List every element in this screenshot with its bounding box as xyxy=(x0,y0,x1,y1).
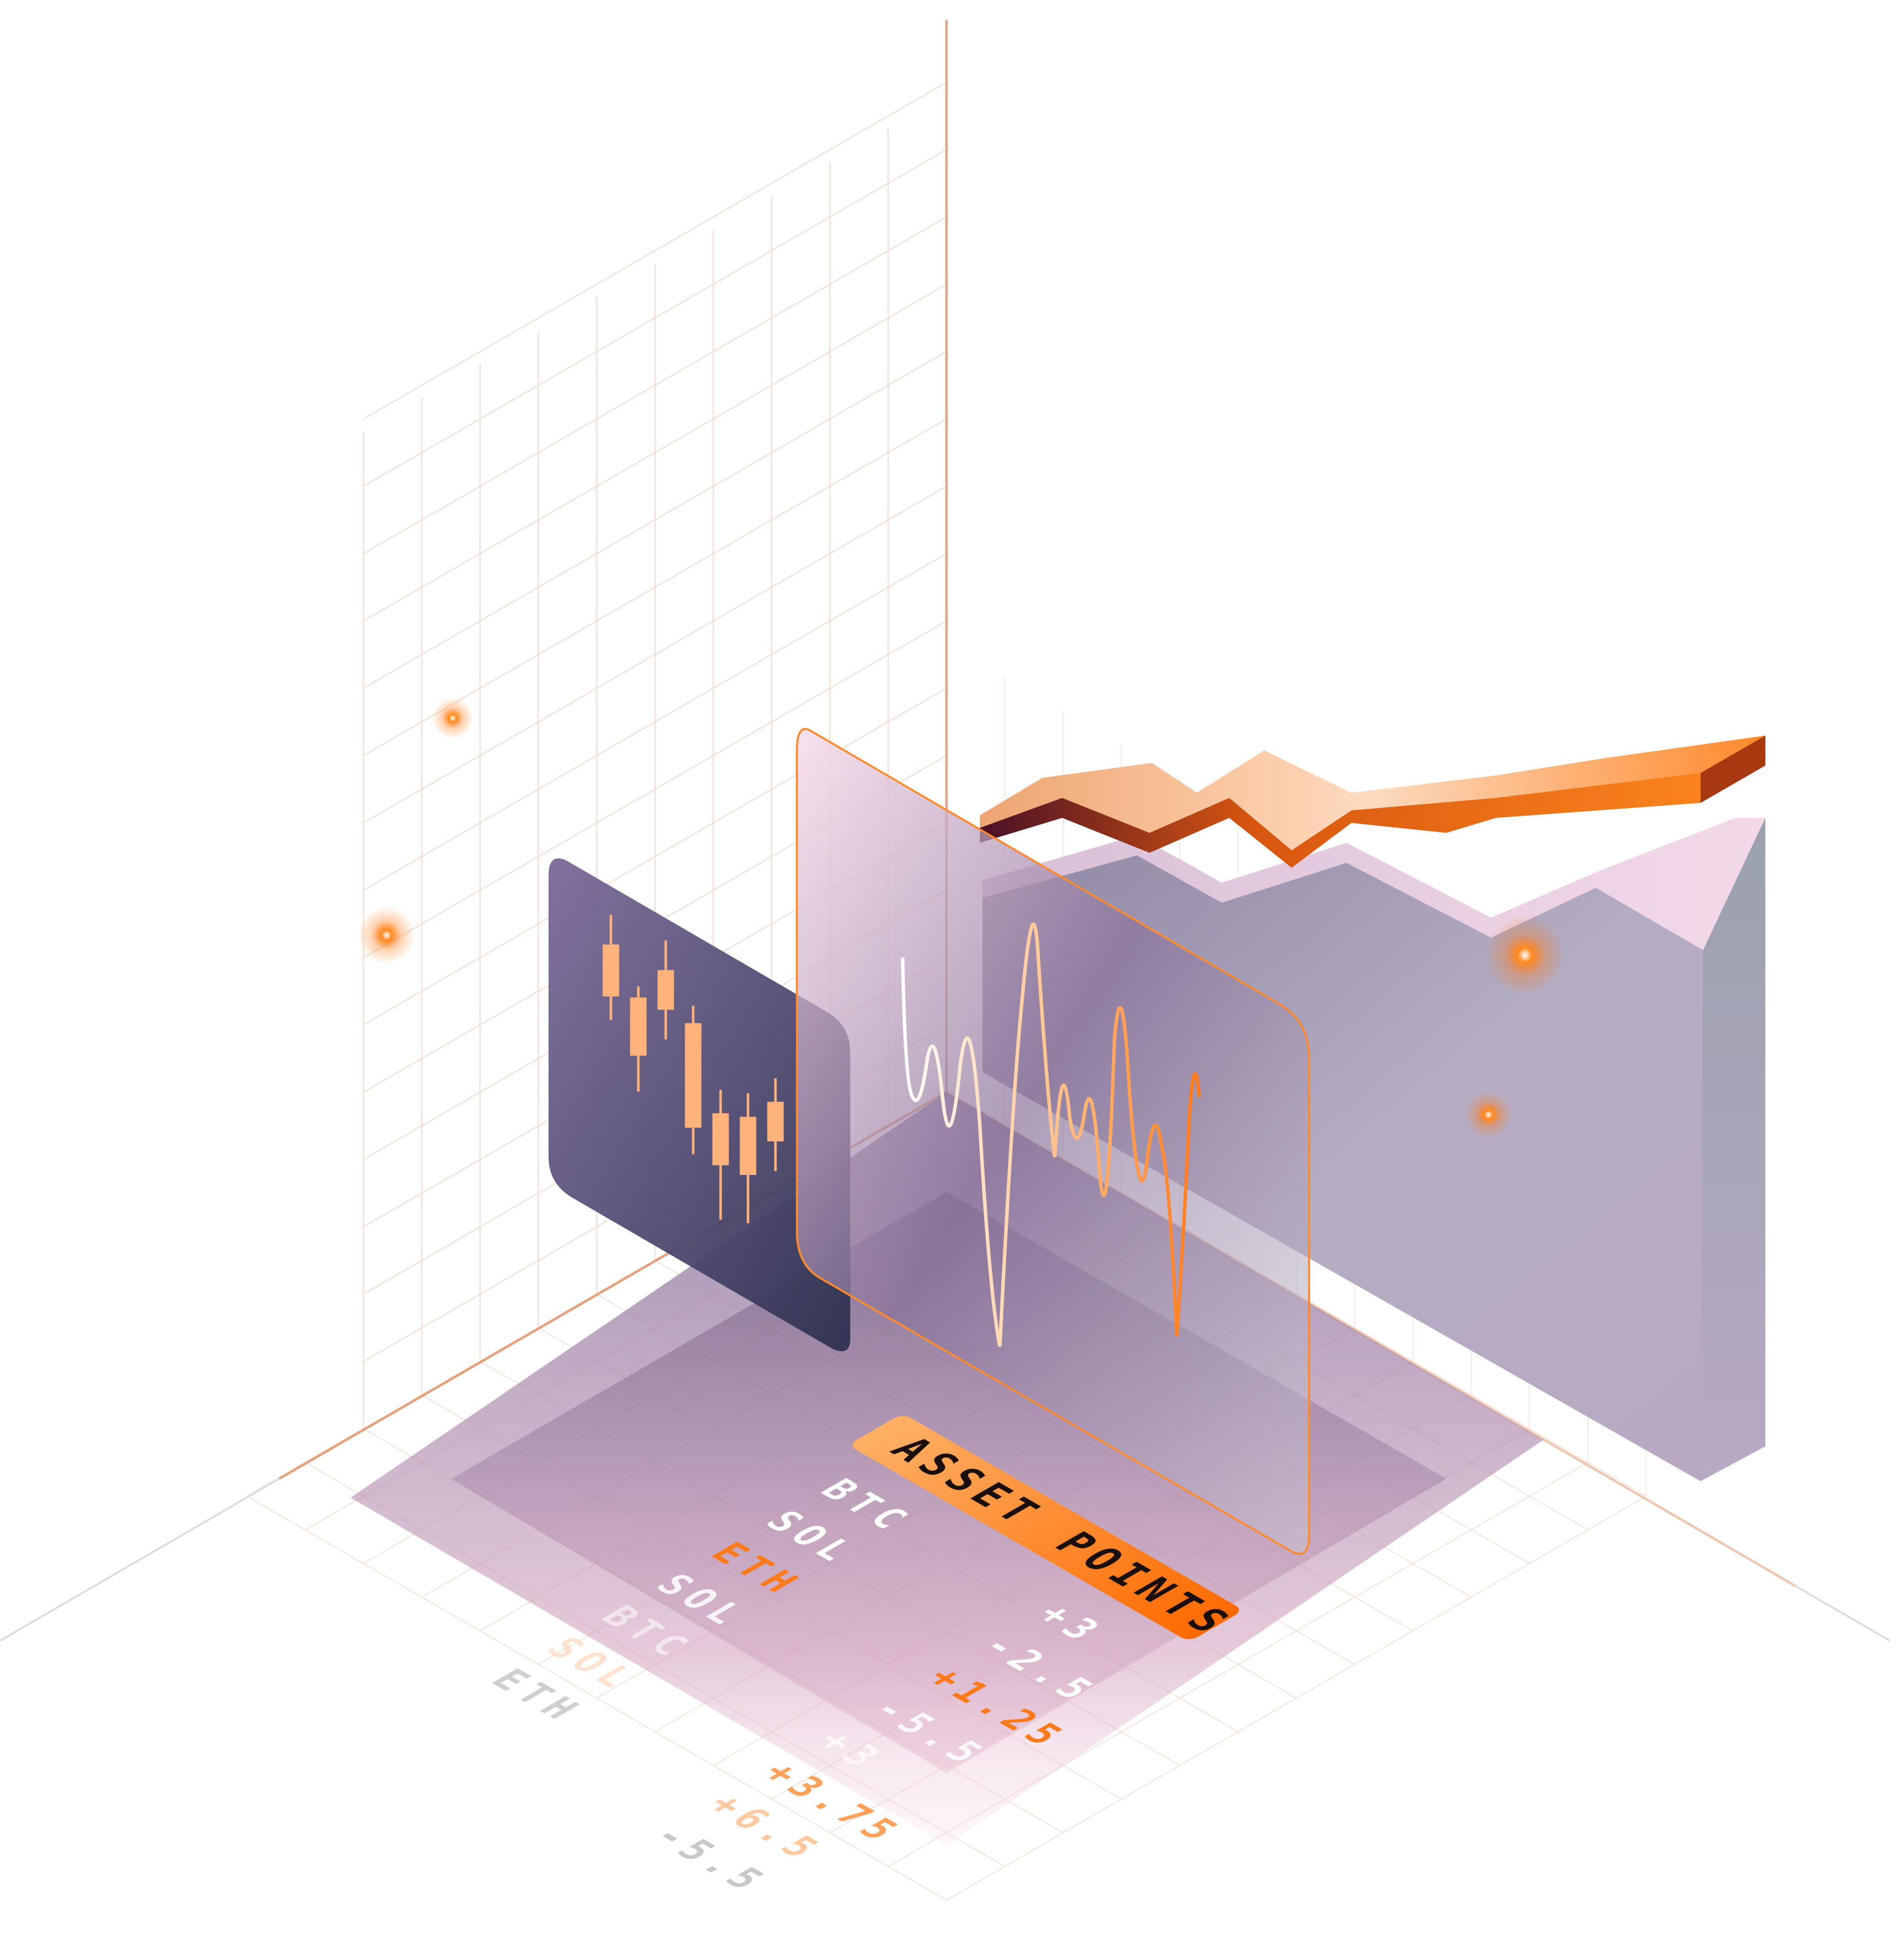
glow-pin-4 xyxy=(1465,1091,1513,1561)
glow-pin-1 xyxy=(432,697,474,1247)
candlestick xyxy=(657,940,674,1040)
glow-pin-2 xyxy=(358,906,415,1446)
glow-pin-3 xyxy=(1485,915,1565,1446)
waveform-line xyxy=(901,922,1201,1347)
waveform-panel xyxy=(796,728,1310,1555)
candlestick xyxy=(740,1093,757,1223)
candlestick xyxy=(685,1005,702,1155)
trend-ribbon xyxy=(980,736,1765,868)
candlestick-panel xyxy=(549,858,850,1352)
candlestick xyxy=(602,915,619,1020)
table-header-bar xyxy=(852,1416,1239,1639)
candlestick xyxy=(767,1078,784,1171)
candlestick xyxy=(630,986,647,1092)
candlestick xyxy=(712,1090,729,1220)
candlestick-chart xyxy=(602,915,784,1223)
